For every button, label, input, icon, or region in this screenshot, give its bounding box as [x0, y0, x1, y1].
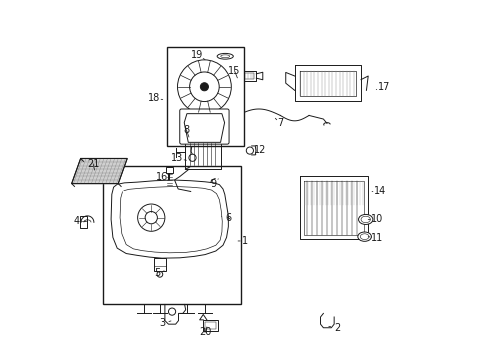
Polygon shape — [72, 158, 127, 184]
FancyBboxPatch shape — [180, 109, 228, 144]
Text: 4: 4 — [74, 216, 80, 226]
Text: 21: 21 — [87, 159, 99, 169]
Text: 2: 2 — [334, 323, 340, 333]
Bar — [102, 166, 241, 304]
Ellipse shape — [217, 53, 233, 59]
Text: 8: 8 — [183, 125, 189, 135]
Circle shape — [189, 72, 219, 102]
Text: 20: 20 — [199, 327, 211, 337]
Bar — [167, 47, 244, 146]
Bar — [154, 258, 165, 271]
Text: 5: 5 — [154, 268, 160, 278]
Circle shape — [177, 60, 231, 114]
Text: 18: 18 — [148, 93, 160, 103]
Text: 12: 12 — [254, 145, 266, 155]
Text: 16: 16 — [156, 172, 168, 182]
Text: 7: 7 — [277, 118, 283, 128]
Ellipse shape — [357, 232, 371, 241]
Circle shape — [234, 110, 240, 116]
Circle shape — [157, 271, 163, 277]
Ellipse shape — [360, 216, 369, 223]
Bar — [203, 320, 217, 330]
Text: 14: 14 — [373, 186, 386, 197]
Text: 11: 11 — [370, 233, 383, 243]
Text: 1: 1 — [242, 236, 248, 246]
Circle shape — [246, 147, 253, 154]
Text: 3: 3 — [159, 319, 165, 328]
Polygon shape — [111, 180, 228, 258]
Bar — [204, 321, 215, 329]
Circle shape — [200, 83, 208, 91]
Ellipse shape — [220, 55, 229, 58]
Text: 13: 13 — [171, 153, 183, 163]
Circle shape — [188, 154, 196, 161]
Ellipse shape — [360, 234, 368, 239]
Text: 15: 15 — [228, 66, 240, 76]
Bar — [80, 216, 87, 228]
Polygon shape — [184, 114, 224, 142]
Circle shape — [137, 204, 164, 231]
Circle shape — [168, 308, 175, 315]
Text: 10: 10 — [370, 215, 383, 224]
Ellipse shape — [358, 215, 372, 225]
Text: 17: 17 — [377, 82, 389, 93]
Text: 6: 6 — [225, 213, 231, 222]
Text: 9: 9 — [209, 179, 216, 189]
Text: 19: 19 — [190, 50, 203, 60]
Circle shape — [145, 212, 157, 224]
Bar — [165, 167, 172, 173]
